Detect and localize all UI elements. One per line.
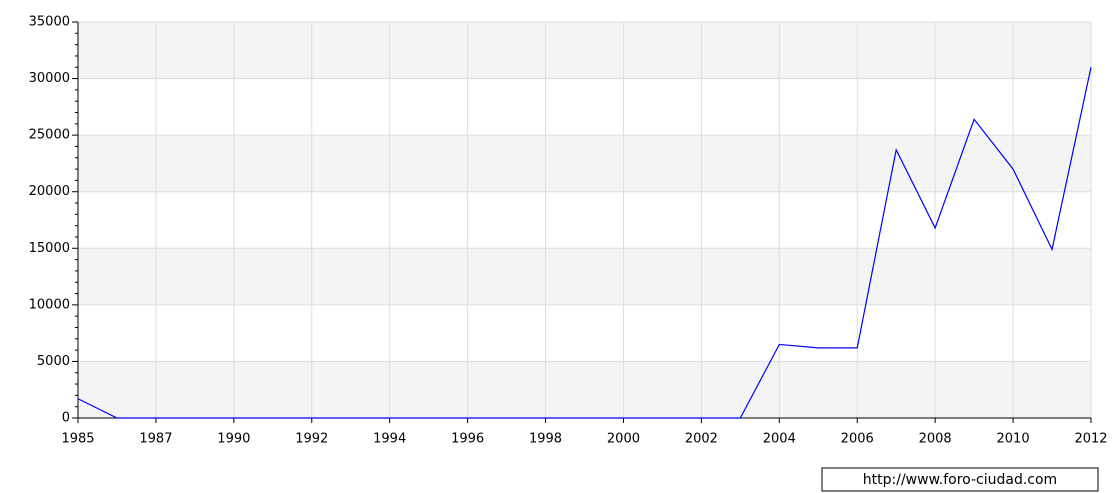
x-tick-label: 1998 bbox=[529, 432, 562, 447]
x-tick-label: 2000 bbox=[607, 432, 640, 447]
x-tick-label: 1987 bbox=[139, 432, 172, 447]
y-tick-label: 5000 bbox=[37, 354, 70, 369]
source-box bbox=[821, 467, 1099, 492]
x-tick-label: 2004 bbox=[763, 432, 796, 447]
y-tick-label: 35000 bbox=[29, 15, 70, 30]
line bbox=[77, 67, 1092, 419]
source: http://www.foro-ciudad.com bbox=[863, 472, 1057, 488]
y-tick-label: 30000 bbox=[29, 71, 70, 86]
y-tick-label: 20000 bbox=[29, 184, 70, 199]
x-tick-label: 1990 bbox=[217, 432, 250, 447]
x-tick-label: 1994 bbox=[373, 432, 406, 447]
y-tick-label: 15000 bbox=[29, 241, 70, 256]
x-tick-label: 1992 bbox=[295, 432, 328, 447]
band bbox=[78, 22, 1091, 79]
x-tick-label: 1996 bbox=[451, 432, 484, 447]
x-tick-label: 2012 bbox=[1074, 432, 1107, 447]
x-tick-label: 2008 bbox=[919, 432, 952, 447]
y-tick-label: 0 bbox=[62, 411, 70, 426]
x-tick-label: 2010 bbox=[997, 432, 1030, 447]
plot: 0 5000 10000 15000 20000 25000 30000 35000 1985 1… bbox=[29, 15, 1108, 447]
band bbox=[78, 248, 1091, 305]
x-tick-label: 1985 bbox=[61, 432, 94, 447]
band bbox=[78, 361, 1091, 418]
y-tick-label: 25000 bbox=[29, 128, 70, 143]
x-tick-label: 2006 bbox=[841, 432, 874, 447]
band bbox=[78, 135, 1091, 192]
x-tick-label: 2002 bbox=[685, 432, 718, 447]
y-tick-label: 10000 bbox=[29, 297, 70, 312]
